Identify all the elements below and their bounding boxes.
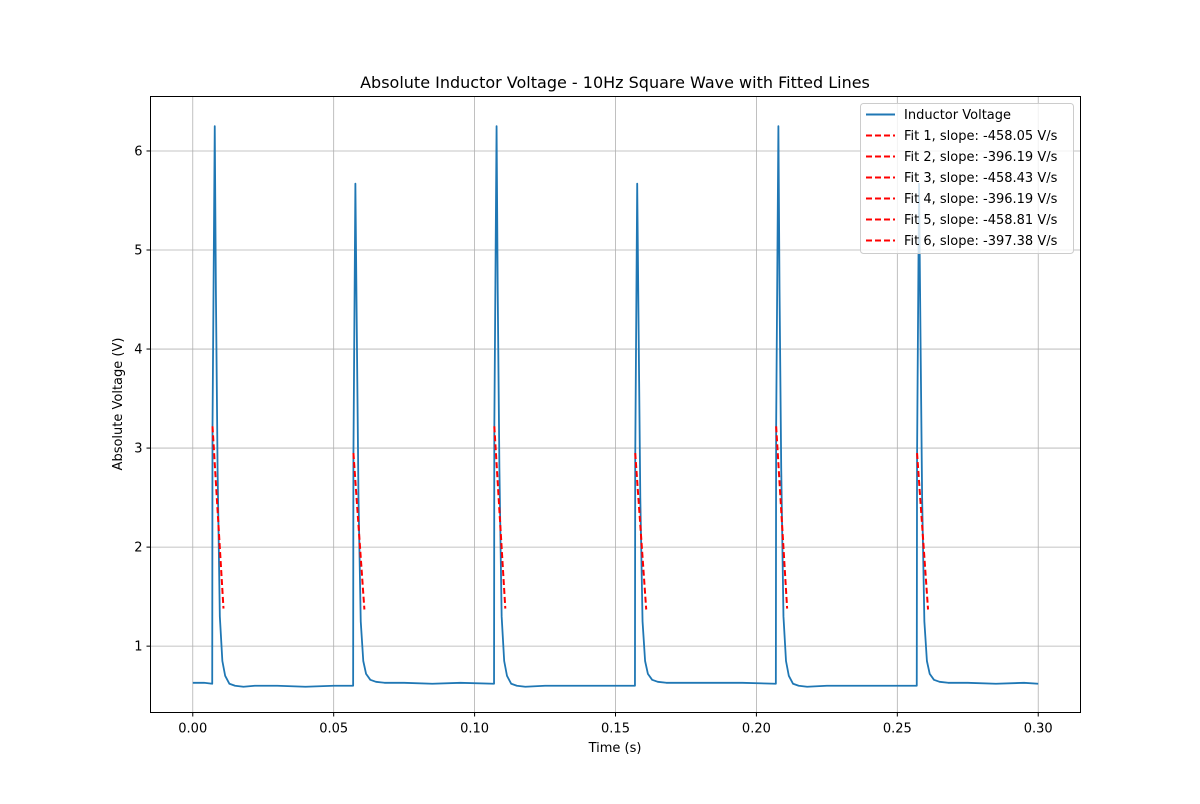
fit-line-1 — [211, 426, 225, 609]
y-tick-label: 3 — [134, 442, 142, 457]
legend-label: Fit 3, slope: -458.43 V/s — [904, 171, 1058, 186]
plot-area — [192, 125, 1039, 688]
y-axis-label: Absolute Voltage (V) — [111, 338, 126, 471]
x-tick-label: 0.05 — [319, 722, 348, 737]
x-tick-label: 0.15 — [601, 722, 630, 737]
y-tick-label: 5 — [134, 244, 142, 259]
axis-ticks: 0.00 0.05 0.10 0.15 0.20 0.25 0.30 1 2 3 4 5 6 — [134, 144, 1052, 736]
legend-label: Inductor Voltage — [904, 108, 1011, 123]
chart-title: Absolute Inductor Voltage - 10Hz Square … — [360, 73, 870, 92]
y-tick-label: 2 — [134, 541, 142, 556]
legend-label: Fit 2, slope: -396.19 V/s — [904, 150, 1058, 165]
fit-line-3 — [493, 426, 507, 609]
x-tick-label: 0.25 — [883, 722, 912, 737]
fit-line-2 — [352, 452, 366, 610]
y-tick-label: 4 — [134, 343, 142, 358]
legend-box — [860, 103, 1074, 254]
inductor-voltage-line — [192, 125, 1039, 688]
legend-label: Fit 6, slope: -397.38 V/s — [904, 234, 1058, 249]
y-tick-label: 6 — [134, 144, 142, 159]
fit-line-6 — [916, 452, 930, 610]
legend-label: Fit 4, slope: -396.19 V/s — [904, 192, 1058, 207]
legend-label: Fit 5, slope: -458.81 V/s — [904, 213, 1058, 228]
grid-lines — [150, 96, 1081, 713]
x-tick-label: 0.00 — [178, 722, 207, 737]
fit-line-5 — [775, 426, 789, 609]
x-tick-label: 0.30 — [1024, 722, 1053, 737]
x-axis-label: Time (s) — [588, 741, 642, 756]
fit-line-4 — [634, 452, 648, 610]
x-tick-label: 0.20 — [742, 722, 771, 737]
legend: Inductor Voltage Fit 1, slope: -458.05 V/… — [860, 103, 1074, 254]
y-tick-label: 1 — [134, 640, 142, 655]
x-tick-label: 0.10 — [460, 722, 489, 737]
legend-label: Fit 1, slope: -458.05 V/s — [904, 129, 1058, 144]
